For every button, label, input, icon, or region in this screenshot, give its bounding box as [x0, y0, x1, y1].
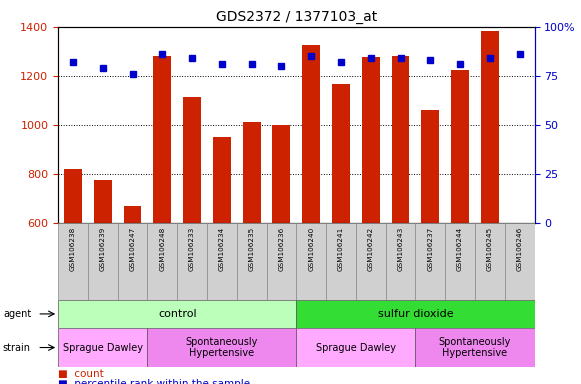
Bar [332, 84, 350, 223]
Text: GSM106245: GSM106245 [487, 227, 493, 271]
Bar [451, 70, 469, 223]
Bar [124, 205, 141, 223]
Bar [94, 180, 112, 223]
Bar [362, 58, 379, 223]
Bar [415, 328, 535, 367]
Text: GSM106238: GSM106238 [70, 227, 76, 271]
Bar [386, 223, 415, 300]
Bar [296, 223, 326, 300]
Text: GSM106242: GSM106242 [368, 227, 374, 271]
Bar [296, 328, 415, 367]
Bar [243, 122, 260, 223]
Bar [183, 97, 201, 223]
Bar [481, 31, 498, 223]
Text: ■  percentile rank within the sample: ■ percentile rank within the sample [58, 379, 250, 384]
Text: GSM106247: GSM106247 [130, 227, 135, 271]
Bar [505, 223, 535, 300]
Text: GSM106244: GSM106244 [457, 227, 463, 271]
Bar [326, 223, 356, 300]
Bar [445, 223, 475, 300]
Text: GSM106234: GSM106234 [219, 227, 225, 271]
Bar [213, 137, 231, 223]
Bar [64, 169, 82, 223]
Text: strain: strain [3, 343, 31, 353]
Bar [207, 223, 237, 300]
Text: GSM106237: GSM106237 [427, 227, 433, 271]
Bar [177, 223, 207, 300]
Text: sulfur dioxide: sulfur dioxide [378, 309, 453, 319]
Text: control: control [158, 309, 196, 319]
Bar [302, 45, 320, 223]
Bar [237, 223, 267, 300]
Title: GDS2372 / 1377103_at: GDS2372 / 1377103_at [216, 10, 377, 25]
Text: GSM106246: GSM106246 [517, 227, 523, 271]
Bar [421, 110, 439, 223]
Bar [148, 328, 296, 367]
Text: GSM106236: GSM106236 [278, 227, 285, 271]
Bar [148, 223, 177, 300]
Bar [272, 125, 290, 223]
Text: Spontaneously
Hypertensive: Spontaneously Hypertensive [439, 337, 511, 358]
Bar [58, 223, 88, 300]
Text: GSM106235: GSM106235 [249, 227, 254, 271]
Bar [392, 56, 410, 223]
Text: ■  count: ■ count [58, 369, 104, 379]
Bar [88, 223, 117, 300]
Bar [267, 223, 296, 300]
Text: agent: agent [3, 309, 31, 319]
Bar [153, 56, 171, 223]
Text: GSM106243: GSM106243 [397, 227, 404, 271]
Text: GSM106240: GSM106240 [308, 227, 314, 271]
Text: Sprague Dawley: Sprague Dawley [63, 343, 143, 353]
Text: GSM106241: GSM106241 [338, 227, 344, 271]
Text: GSM106239: GSM106239 [100, 227, 106, 271]
Bar [117, 223, 148, 300]
Bar [296, 300, 535, 328]
Bar [58, 300, 296, 328]
Bar [415, 223, 445, 300]
Bar [58, 328, 148, 367]
Text: GSM106233: GSM106233 [189, 227, 195, 271]
Text: GSM106248: GSM106248 [159, 227, 166, 271]
Text: Spontaneously
Hypertensive: Spontaneously Hypertensive [186, 337, 258, 358]
Text: Sprague Dawley: Sprague Dawley [316, 343, 396, 353]
Bar [475, 223, 505, 300]
Bar [356, 223, 386, 300]
